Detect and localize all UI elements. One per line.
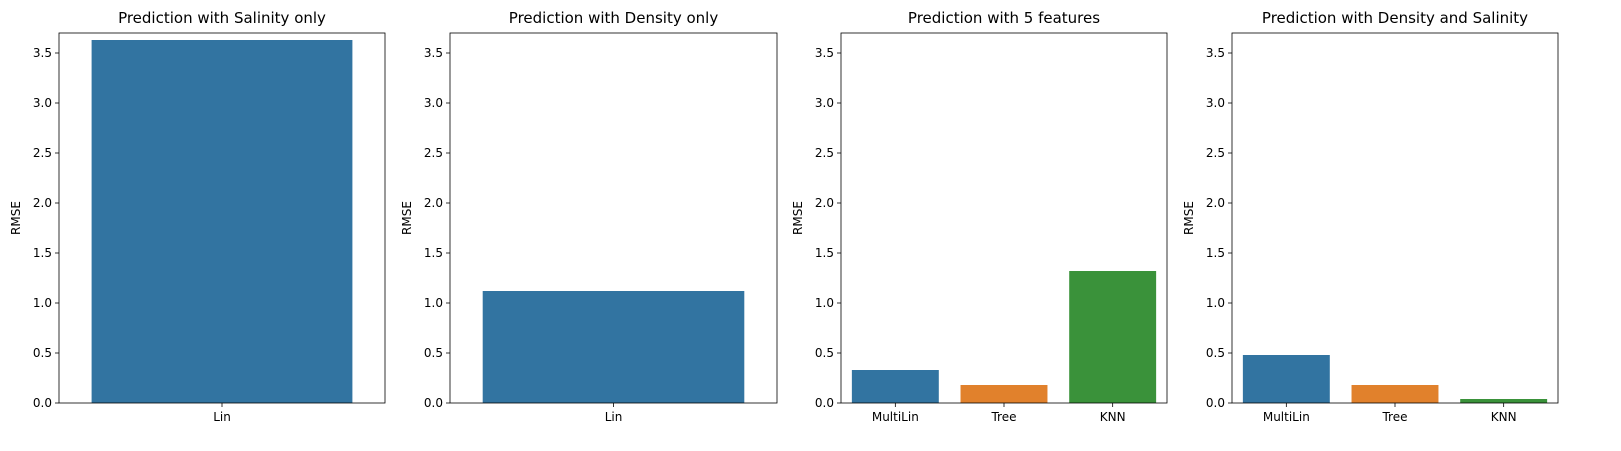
- axes-frame: [1231, 32, 1559, 404]
- y-tick-label: 2.0: [424, 196, 443, 210]
- x-tick-label: Lin: [605, 410, 623, 424]
- chart-panel-1: Lin 0.0 0.5 1.0 1.5 2.0 2.5 3.0 3.5 Prediction wi…: [9, 9, 386, 424]
- chart-title: Prediction with Density and Salinity: [1262, 9, 1528, 27]
- y-tick-label: 0.0: [815, 396, 834, 410]
- y-tick-label: 0.5: [1206, 346, 1225, 360]
- y-tick-label: 1.5: [424, 246, 443, 260]
- chart-panel-2: Lin 0.0 0.5 1.0 1.5 2.0 2.5 3.0 3.5 Prediction wi…: [400, 9, 778, 424]
- bar-tree: [960, 385, 1048, 403]
- chart-title: Prediction with Density only: [509, 9, 719, 27]
- y-tick-label: 3.5: [424, 46, 443, 60]
- y-tick-label: 0.5: [424, 346, 443, 360]
- axes-frame: [449, 32, 778, 404]
- y-tick-label: 3.0: [1206, 96, 1225, 110]
- x-tick-label: Lin: [213, 410, 231, 424]
- y-tick-label: 1.5: [815, 246, 834, 260]
- y-axis-label: RMSE: [9, 201, 23, 235]
- y-tick-label: 3.5: [815, 46, 834, 60]
- chart-panel-4: MultiLin Tree KNN 0.0 0.5 1.0 1.5 2.0 2.5 3.0 3.5 P…: [1182, 9, 1559, 424]
- bar-knn: [1460, 399, 1548, 403]
- x-tick-label: KNN: [1491, 410, 1517, 424]
- axes-frame: [840, 32, 1168, 404]
- chart-panel-3: MultiLin Tree KNN 0.0 0.5 1.0 1.5 2.0 2.5 3.0 3.5 P…: [791, 9, 1168, 424]
- y-tick-label: 3.5: [1206, 46, 1225, 60]
- y-tick-label: 3.5: [33, 46, 52, 60]
- y-tick-label: 0.5: [815, 346, 834, 360]
- y-tick-label: 0.0: [33, 396, 52, 410]
- y-tick-label: 3.0: [424, 96, 443, 110]
- y-axis-label: RMSE: [400, 201, 414, 235]
- x-tick-label: KNN: [1100, 410, 1126, 424]
- y-tick-label: 1.0: [33, 296, 52, 310]
- y-tick-label: 2.5: [815, 146, 834, 160]
- axes-frame: [58, 32, 386, 404]
- bar-lin: [482, 291, 745, 403]
- y-tick-label: 2.5: [424, 146, 443, 160]
- y-axis-label: RMSE: [1182, 201, 1196, 235]
- y-tick-label: 1.0: [815, 296, 834, 310]
- y-tick-label: 2.0: [815, 196, 834, 210]
- y-tick-label: 3.0: [815, 96, 834, 110]
- bar-multilin: [1242, 355, 1330, 403]
- y-tick-label: 2.0: [33, 196, 52, 210]
- y-tick-label: 0.0: [424, 396, 443, 410]
- y-axis-label: RMSE: [791, 201, 805, 235]
- bar-knn: [1069, 271, 1157, 403]
- bar-lin: [91, 40, 353, 403]
- y-tick-label: 1.0: [1206, 296, 1225, 310]
- y-tick-label: 0.5: [33, 346, 52, 360]
- y-tick-label: 2.0: [1206, 196, 1225, 210]
- chart-title: Prediction with 5 features: [908, 9, 1100, 27]
- y-tick-label: 1.5: [1206, 246, 1225, 260]
- bar-multilin: [851, 370, 939, 403]
- y-tick-label: 2.5: [1206, 146, 1225, 160]
- x-tick-label: MultiLin: [872, 410, 919, 424]
- y-tick-label: 3.0: [33, 96, 52, 110]
- y-tick-label: 2.5: [33, 146, 52, 160]
- bar-tree: [1351, 385, 1439, 403]
- x-tick-label: MultiLin: [1263, 410, 1310, 424]
- y-tick-label: 0.0: [1206, 396, 1225, 410]
- x-tick-label: Tree: [1381, 410, 1407, 424]
- y-tick-label: 1.5: [33, 246, 52, 260]
- x-tick-label: Tree: [990, 410, 1016, 424]
- y-tick-label: 1.0: [424, 296, 443, 310]
- chart-title: Prediction with Salinity only: [118, 9, 326, 27]
